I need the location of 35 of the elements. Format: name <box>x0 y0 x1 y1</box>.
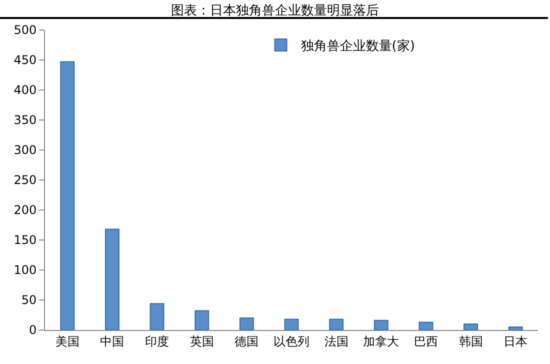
y-tick-label: 250 <box>14 173 37 188</box>
bar <box>194 310 210 330</box>
y-tick-label: 500 <box>14 23 37 38</box>
y-tick-label: 200 <box>14 203 37 218</box>
y-tick-label: 400 <box>14 83 37 98</box>
bar <box>464 324 478 330</box>
bar <box>239 318 254 330</box>
bar <box>329 318 344 330</box>
bar <box>418 322 434 330</box>
legend-label: 独角兽企业数量(家) <box>300 38 415 54</box>
bar <box>508 326 523 330</box>
y-tick-label: 100 <box>14 263 37 278</box>
x-tick-label: 韩国 <box>458 334 483 348</box>
x-tick-label: 巴西 <box>414 334 438 348</box>
bar <box>150 303 164 330</box>
y-tick-label: 0 <box>28 323 37 338</box>
bar <box>284 318 299 330</box>
x-tick-label: 美国 <box>55 334 80 348</box>
x-tick-label: 中国 <box>100 334 124 348</box>
x-tick-label: 以色列 <box>274 334 310 348</box>
bar <box>105 228 120 330</box>
y-tick-label: 450 <box>14 53 37 68</box>
y-tick-label: 300 <box>14 143 37 158</box>
x-tick-label: 英国 <box>190 334 214 348</box>
x-tick-label: 德国 <box>234 334 259 348</box>
x-tick-label: 法国 <box>324 334 348 348</box>
x-tick-label: 加拿大 <box>363 334 400 348</box>
y-tick-label: 150 <box>14 233 37 248</box>
bar <box>60 61 75 330</box>
x-tick-label: 日本 <box>504 334 528 348</box>
y-tick-label: 50 <box>21 293 37 308</box>
y-tick-label: 350 <box>14 113 37 128</box>
bar <box>374 320 388 330</box>
chart-title: 图表：日本独角兽企业数量明显落后 <box>171 4 379 19</box>
x-tick-label: 印度 <box>145 334 170 348</box>
